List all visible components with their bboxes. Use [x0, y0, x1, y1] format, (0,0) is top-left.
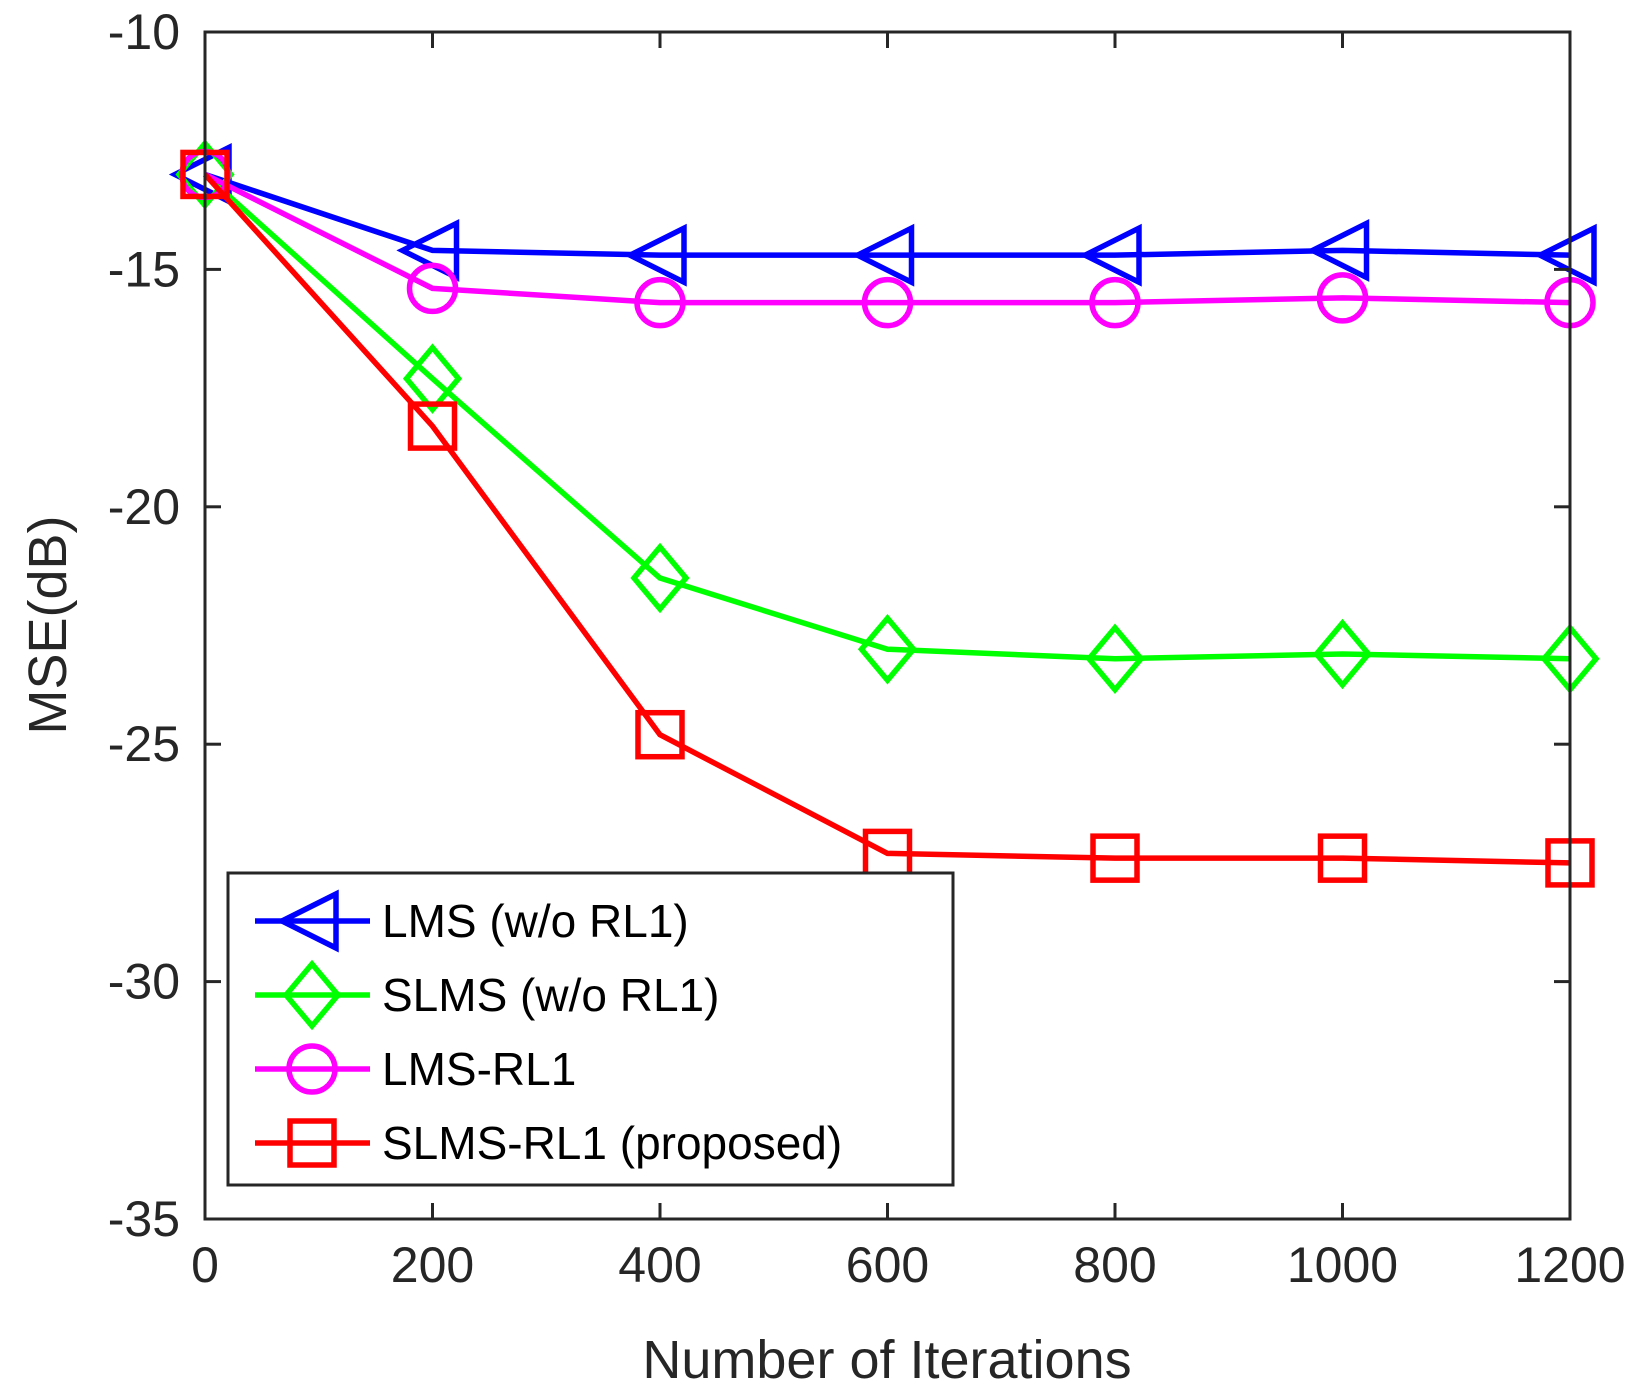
data-point [851, 223, 915, 287]
data-point [857, 613, 918, 685]
y-tick-label: -25 [108, 716, 180, 772]
data-point [407, 401, 458, 451]
y-tick-label: -30 [108, 954, 180, 1010]
legend-box [226, 871, 955, 1187]
data-point [1306, 218, 1370, 282]
data-point [1312, 618, 1373, 690]
legend-entry: LMS (w/o RL1) [255, 889, 689, 953]
series-slms-rl1-proposed [180, 149, 1595, 888]
data-point [406, 262, 459, 315]
x-tick-label: 400 [618, 1237, 701, 1293]
data-point [1090, 833, 1140, 883]
legend-marker [287, 1118, 337, 1168]
y-tick-label: -10 [108, 4, 180, 60]
x-tick-label: 200 [391, 1237, 474, 1293]
legend-marker [282, 959, 342, 1031]
data-point [623, 223, 687, 287]
legend: LMS (w/o RL1) SLMS (w/o RL1) LMS-RL1 SLMS-R… [226, 871, 955, 1187]
ticks-layer: 0 200 400 600 800 1000 1200 -10 -15 -20 -25 -30 -35 [108, 4, 1626, 1293]
x-tick-label: 1000 [1287, 1237, 1398, 1293]
legend-entry: SLMS-RL1 (proposed) [255, 1117, 842, 1169]
series-line [204, 171, 1571, 258]
data-point [635, 709, 685, 760]
data-point [402, 343, 463, 414]
legend-marker [286, 1043, 338, 1095]
x-axis-title: Number of Iterations [642, 1330, 1131, 1390]
legend-label: LMS (w/o RL1) [382, 895, 689, 947]
y-tick-label: -20 [108, 479, 180, 535]
data-point [1085, 623, 1145, 695]
y-tick-label: -35 [108, 1191, 180, 1247]
x-tick-label: 1200 [1514, 1237, 1625, 1293]
x-tick-label: 800 [1073, 1237, 1156, 1293]
data-point [1089, 276, 1141, 329]
x-tick-label: 0 [191, 1237, 219, 1293]
series-line [202, 172, 1571, 866]
legend-marker [275, 889, 339, 953]
data-point [861, 276, 914, 329]
legend-entry: LMS-RL1 [255, 1043, 576, 1095]
data-point [634, 276, 686, 329]
legend-label: SLMS-RL1 (proposed) [382, 1117, 842, 1169]
data-point [1317, 833, 1368, 883]
y-axis-title: MSE(dB) [18, 515, 78, 734]
legend-entry: SLMS (w/o RL1) [255, 959, 719, 1031]
series-line [203, 171, 1571, 306]
legend-label: LMS-RL1 [382, 1043, 576, 1095]
data-point [630, 542, 690, 614]
y-tick-label: -15 [108, 241, 180, 297]
legend-label: SLMS (w/o RL1) [382, 969, 719, 1021]
data-point [1078, 223, 1142, 287]
series-line [203, 172, 1571, 662]
data-point [1316, 272, 1369, 324]
x-tick-label: 600 [846, 1237, 929, 1293]
